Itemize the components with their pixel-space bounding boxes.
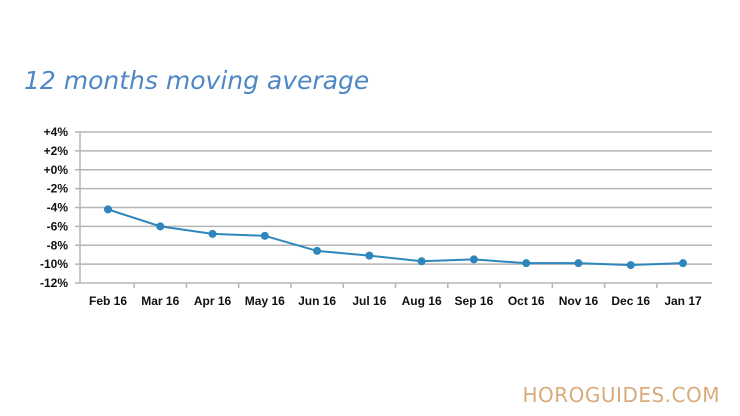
x-tick-label: Jan 17 [664,294,702,308]
x-tick-label: Jun 16 [298,294,336,308]
chart-title: 12 months moving average [24,66,370,95]
data-point [208,229,217,238]
data-point [574,259,583,268]
data-point [313,246,322,255]
data-point [679,259,687,268]
data-point [156,222,165,231]
data-point [260,231,269,240]
x-tick-label: May 16 [245,294,285,308]
y-tick-label: +0% [44,163,69,177]
y-tick-label: -12% [40,276,68,290]
x-tick-label: Jul 16 [352,294,386,308]
data-point [626,261,635,270]
data-point [365,251,374,260]
y-tick-label: -6% [47,219,69,233]
y-tick-label: -2% [47,182,69,196]
x-axis: Feb 16 Mar 16 Apr 16 May 16 Jun 16 Jul 16 Aug … [89,283,702,308]
x-tick-label: Aug 16 [402,294,442,308]
x-tick-label: Sep 16 [455,294,494,308]
data-point [522,259,531,268]
y-tick-label: -8% [47,238,69,252]
y-tick-label: +4% [44,125,69,139]
watermark-logo: HOROGUIDES.COM [522,383,720,407]
x-tick-label: Nov 16 [559,294,599,308]
y-tick-label: -4% [47,201,69,215]
y-tick-label: +2% [44,144,69,158]
x-tick-label: Oct 16 [508,294,545,308]
x-tick-label: Dec 16 [611,294,650,308]
data-point [469,255,478,264]
y-tick-label: -10% [40,257,68,271]
data-point [104,205,112,214]
data-point [417,257,426,266]
x-tick-label: Apr 16 [194,294,232,308]
grid-lines [75,131,712,284]
series [104,205,687,270]
series-line [107,208,684,267]
y-axis: +4% +2% +0% -2% -4% -6% -8% -10% -12% [40,125,68,290]
x-tick-label: Feb 16 [89,294,127,308]
x-tick-label: Mar 16 [141,294,179,308]
